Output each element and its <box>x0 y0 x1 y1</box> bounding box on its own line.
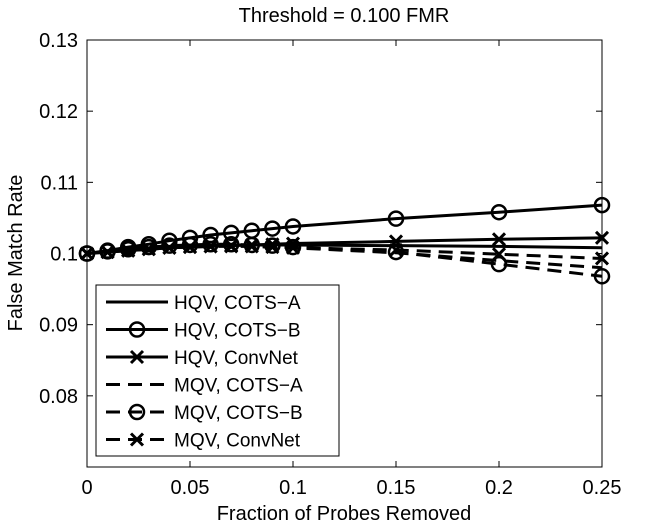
x-tick-label: 0.2 <box>485 477 513 499</box>
legend-label: MQV, ConvNet <box>174 431 301 452</box>
legend-label: HQV, COTS−A <box>174 293 301 314</box>
legend-box <box>95 284 340 457</box>
data-point-marker <box>244 239 259 254</box>
data-point-marker <box>284 218 302 235</box>
legend-marker <box>129 349 145 365</box>
legend-marker <box>128 403 146 421</box>
data-point-marker <box>490 255 508 273</box>
data-point-marker <box>387 243 405 261</box>
legend-marker <box>128 321 146 338</box>
data-point-marker <box>202 226 219 244</box>
y-tick-label: 0.11 <box>41 172 78 194</box>
data-point-marker <box>181 236 199 254</box>
legend-label: HQV, COTS−B <box>174 321 301 342</box>
data-point-marker <box>490 203 508 221</box>
y-tick-label: 0.13 <box>39 30 78 52</box>
data-point-marker <box>141 242 156 257</box>
series-6 <box>79 239 610 266</box>
y-tick-label: 0.08 <box>39 386 78 408</box>
x-tick-label: 0.25 <box>583 477 622 499</box>
ticks-layer: 0 0.05 0.1 0.15 0.2 0.25 0.08 0.09 0.1 0.11 0.12 0.… <box>39 30 621 499</box>
data-point-marker <box>182 240 198 255</box>
y-tick-label: 0.12 <box>39 101 78 123</box>
data-point-marker <box>491 247 507 262</box>
legend-marker <box>129 432 145 447</box>
series-line <box>86 244 603 260</box>
chart-title: Threshold = 0.100 FMR <box>239 5 450 27</box>
legend-entry: MQV, COTS−A <box>106 376 303 397</box>
y-tick-label: 0.1 <box>50 244 78 266</box>
x-tick-label: 0 <box>81 477 92 499</box>
x-tick-label: 0.05 <box>171 477 210 499</box>
data-point-marker <box>388 242 404 258</box>
x-tick-label: 0.1 <box>279 477 307 499</box>
x-axis-title: Fraction of Probes Removed <box>217 503 472 525</box>
data-point-marker <box>203 239 218 254</box>
legend-entry: MQV, COTS−B <box>106 403 303 424</box>
legend-label: HQV, ConvNet <box>174 348 299 369</box>
data-point-marker <box>387 210 405 227</box>
data-point-marker <box>161 237 178 254</box>
legend-entry: HQV, COTS−B <box>106 321 301 342</box>
data-point-marker <box>285 240 301 255</box>
legend-label: MQV, COTS−A <box>174 376 303 397</box>
data-point-marker <box>224 239 239 254</box>
data-point-marker <box>202 235 219 253</box>
y-axis-title: False Match Rate <box>5 175 27 332</box>
legend: HQV, COTS−A HQV, COTS−B HQV, ConvNet MQV, C… <box>95 284 340 457</box>
series-2 <box>78 196 611 262</box>
data-point-marker <box>121 243 136 258</box>
data-point-marker <box>162 240 177 255</box>
data-point-marker <box>264 220 281 237</box>
series-layer <box>78 196 611 285</box>
data-point-marker <box>265 240 280 255</box>
data-point-marker <box>491 232 507 247</box>
x-tick-label: 0.15 <box>377 477 416 499</box>
data-point-marker <box>222 235 240 253</box>
data-point-marker <box>181 229 199 247</box>
legend-entry: MQV, ConvNet <box>106 431 301 452</box>
y-tick-label: 0.09 <box>39 315 78 337</box>
data-point-marker <box>100 245 115 260</box>
legend-entry: HQV, COTS−A <box>106 293 301 314</box>
legend-entry: HQV, ConvNet <box>106 348 299 369</box>
legend-label: MQV, COTS−B <box>174 403 303 424</box>
data-point-marker <box>222 224 240 242</box>
data-point-marker <box>140 238 158 256</box>
